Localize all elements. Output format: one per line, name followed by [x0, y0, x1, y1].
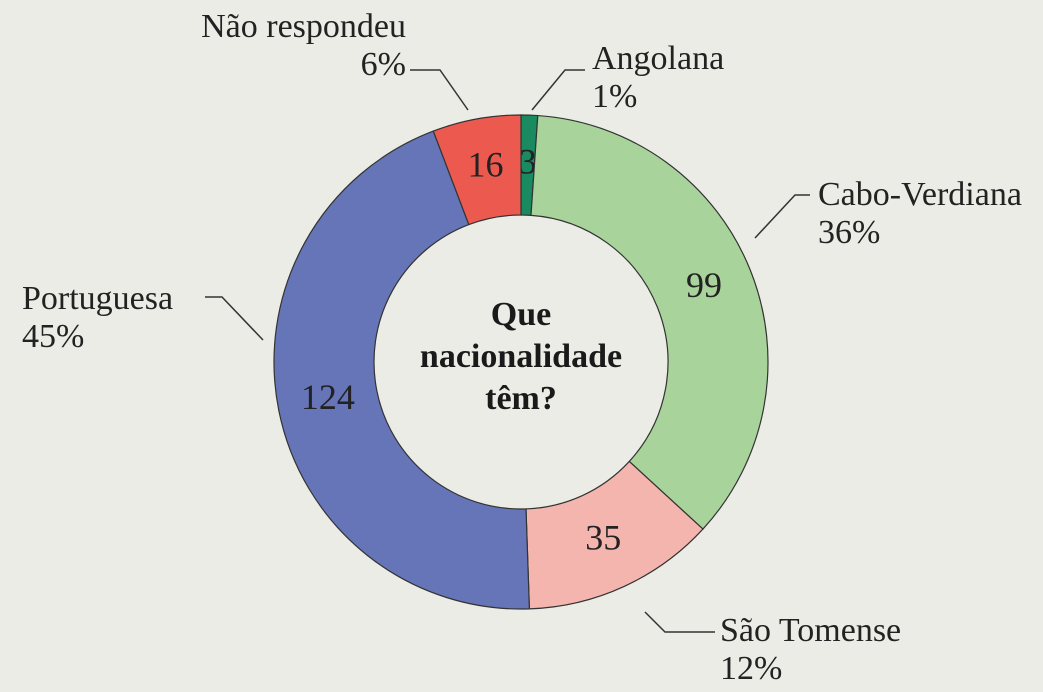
leader-line: [205, 296, 264, 341]
category-label: Cabo-Verdiana: [818, 176, 1022, 213]
category-label: Portuguesa: [22, 280, 174, 317]
share-label: 45%: [22, 318, 85, 355]
slice-label: Portuguesa 45%: [22, 280, 173, 356]
category-label: São Tomense: [720, 612, 902, 649]
share-label: 36%: [818, 214, 881, 251]
leader-line: [531, 69, 585, 111]
category-label: Não respondeu: [201, 8, 406, 45]
value-label: 35: [585, 517, 621, 557]
chart-title: Que nacionalidade têm?: [419, 296, 623, 417]
value-label: 124: [301, 377, 355, 417]
slice-label: Não respondeu 6%: [200, 8, 406, 84]
share-label: 1%: [592, 78, 638, 115]
value-label: 99: [686, 265, 722, 305]
share-label: 12%: [720, 650, 783, 687]
value-label: 3: [519, 141, 537, 181]
category-label: Angolana: [592, 40, 725, 77]
donut-slice: [273, 130, 531, 610]
slice-label: Cabo-Verdiana 36%: [818, 176, 1022, 252]
leader-line: [754, 194, 810, 239]
slice-label: Angolana 1%: [592, 40, 724, 116]
slice-label: São Tomense 12%: [720, 612, 901, 688]
donut-slice: [432, 114, 522, 226]
donut-slice: [530, 114, 769, 530]
leader-line: [410, 69, 469, 111]
value-label: 16: [467, 145, 503, 185]
share-label: 6%: [360, 46, 406, 83]
leader-line: [644, 611, 715, 633]
